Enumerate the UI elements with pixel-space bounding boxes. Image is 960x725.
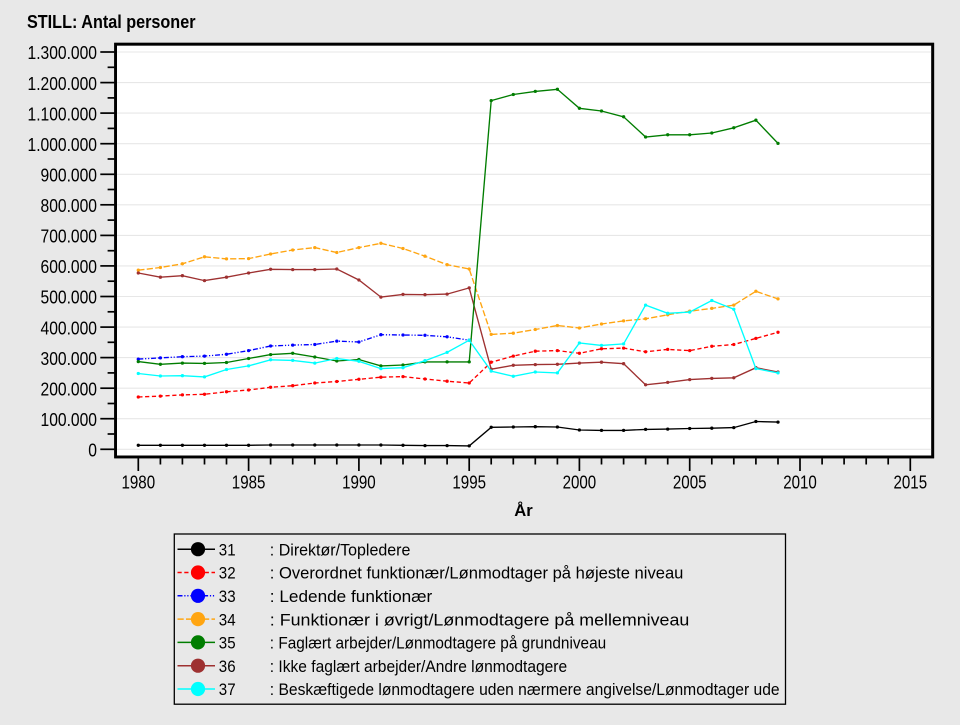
svg-text:: Ledende funktionær: : Ledende funktionær	[270, 588, 433, 606]
svg-text:1985: 1985	[232, 472, 266, 492]
svg-text:År: År	[514, 501, 533, 520]
svg-text:1990: 1990	[342, 472, 376, 492]
svg-text:: Direktør/Topledere: : Direktør/Topledere	[270, 541, 411, 559]
svg-text:100.000: 100.000	[41, 410, 98, 430]
svg-text:500.000: 500.000	[41, 288, 98, 308]
svg-text:0: 0	[88, 441, 97, 461]
svg-text:37: 37	[219, 681, 236, 699]
svg-text:1980: 1980	[122, 472, 156, 492]
svg-text:700.000: 700.000	[41, 227, 98, 247]
svg-text:1.300.000: 1.300.000	[28, 43, 98, 63]
svg-text:34: 34	[219, 611, 236, 629]
svg-text:1.200.000: 1.200.000	[28, 74, 98, 94]
svg-text:: Funktionær i øvrigt/Lønmodta: : Funktionær i øvrigt/Lønmodtagere på me…	[270, 611, 689, 629]
svg-text:2005: 2005	[673, 472, 707, 492]
svg-text:35: 35	[219, 635, 236, 653]
svg-text:36: 36	[219, 658, 236, 676]
svg-text:300.000: 300.000	[41, 349, 98, 369]
svg-text:900.000: 900.000	[41, 166, 98, 186]
svg-text:1.000.000: 1.000.000	[28, 135, 98, 155]
svg-text:: Beskæftigede lønmodtagere ud: : Beskæftigede lønmodtagere uden nærmere…	[270, 681, 780, 699]
svg-text:1.100.000: 1.100.000	[28, 104, 98, 124]
svg-text:2010: 2010	[783, 472, 817, 492]
svg-text:200.000: 200.000	[41, 379, 98, 399]
svg-text:600.000: 600.000	[41, 257, 98, 277]
svg-text:STILL: Antal personer: STILL: Antal personer	[27, 11, 196, 32]
svg-text:: Ikke faglært arbejder/Andre: : Ikke faglært arbejder/Andre lønmodtage…	[270, 658, 567, 676]
svg-text:1995: 1995	[452, 472, 486, 492]
svg-text:2015: 2015	[894, 472, 928, 492]
svg-text:33: 33	[219, 588, 236, 606]
svg-text:400.000: 400.000	[41, 318, 98, 338]
svg-text:32: 32	[219, 565, 236, 583]
svg-text:: Faglært arbejder/Lønmodtager: : Faglært arbejder/Lønmodtagere på grund…	[270, 635, 606, 653]
svg-text:2000: 2000	[563, 472, 597, 492]
svg-text:: Overordnet funktionær/Lønmod: : Overordnet funktionær/Lønmodtager på h…	[270, 565, 684, 583]
svg-text:800.000: 800.000	[41, 196, 98, 216]
svg-text:31: 31	[219, 541, 236, 559]
